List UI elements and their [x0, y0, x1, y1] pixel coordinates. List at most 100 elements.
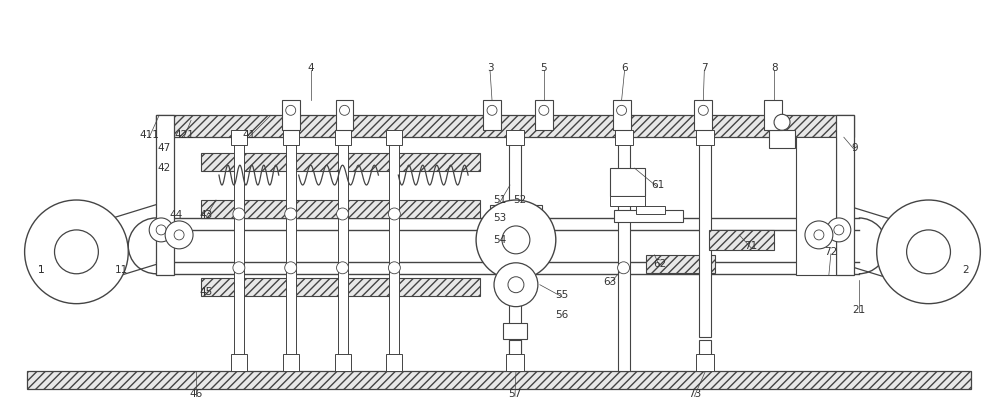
Circle shape: [286, 106, 296, 115]
Text: 44: 44: [169, 210, 183, 220]
Bar: [921, 224, 937, 280]
Bar: [615, 130, 633, 145]
Bar: [335, 130, 351, 145]
Bar: [709, 230, 774, 250]
Bar: [201, 153, 480, 171]
Circle shape: [156, 225, 166, 235]
Circle shape: [340, 106, 350, 115]
Circle shape: [508, 277, 524, 293]
Bar: [836, 115, 854, 275]
Text: 411: 411: [139, 130, 159, 140]
Bar: [490, 205, 542, 230]
Bar: [483, 100, 501, 130]
Text: 53: 53: [493, 213, 507, 223]
Circle shape: [834, 225, 844, 235]
Bar: [283, 355, 299, 371]
Text: 45: 45: [199, 287, 213, 297]
Bar: [506, 355, 524, 371]
Bar: [769, 130, 795, 148]
Text: 72: 72: [824, 247, 837, 257]
Bar: [389, 137, 399, 371]
Text: 4: 4: [307, 63, 314, 74]
Circle shape: [337, 262, 349, 274]
Text: 46: 46: [189, 389, 203, 399]
Text: 7: 7: [701, 63, 708, 74]
Circle shape: [805, 221, 833, 249]
Bar: [156, 115, 854, 137]
Circle shape: [774, 114, 790, 130]
Bar: [201, 278, 480, 296]
Bar: [283, 130, 299, 145]
Text: 55: 55: [555, 290, 568, 300]
Text: 11: 11: [115, 265, 128, 275]
Text: 42: 42: [158, 163, 171, 173]
Circle shape: [233, 262, 245, 274]
Bar: [231, 130, 247, 145]
Bar: [201, 200, 480, 218]
Text: 1: 1: [38, 265, 45, 275]
Text: 62: 62: [653, 259, 666, 269]
Bar: [27, 371, 971, 389]
Circle shape: [698, 106, 708, 115]
Bar: [386, 355, 402, 371]
Bar: [636, 206, 665, 214]
Circle shape: [487, 106, 497, 115]
Text: 1: 1: [38, 265, 45, 275]
Circle shape: [174, 230, 184, 240]
Text: 47: 47: [158, 143, 171, 153]
Bar: [338, 137, 348, 371]
Text: 43: 43: [199, 210, 213, 220]
Bar: [231, 355, 247, 371]
Text: 56: 56: [555, 310, 568, 319]
Text: 52: 52: [513, 195, 527, 205]
Circle shape: [494, 263, 538, 307]
Bar: [696, 130, 714, 145]
Circle shape: [539, 106, 549, 115]
Bar: [503, 323, 527, 339]
Bar: [646, 255, 715, 273]
Circle shape: [618, 262, 630, 274]
Text: 54: 54: [493, 235, 507, 245]
Text: 51: 51: [493, 195, 507, 205]
Bar: [68, 224, 84, 280]
Bar: [699, 339, 711, 371]
Circle shape: [476, 200, 556, 280]
Bar: [234, 137, 244, 371]
Text: 21: 21: [852, 305, 865, 315]
Circle shape: [877, 200, 980, 303]
Circle shape: [617, 106, 627, 115]
Bar: [610, 196, 645, 206]
Circle shape: [337, 208, 349, 220]
Circle shape: [165, 221, 193, 249]
Bar: [509, 137, 521, 237]
Circle shape: [388, 208, 400, 220]
Circle shape: [233, 208, 245, 220]
Bar: [282, 100, 300, 130]
Text: 421: 421: [174, 130, 194, 140]
Text: 73: 73: [688, 389, 701, 399]
Circle shape: [285, 208, 297, 220]
Circle shape: [827, 218, 851, 242]
Bar: [535, 100, 553, 130]
Text: 9: 9: [851, 143, 858, 153]
Text: 6: 6: [621, 63, 628, 74]
Bar: [699, 137, 711, 337]
Text: 8: 8: [771, 63, 777, 74]
Bar: [286, 137, 296, 371]
Text: 2: 2: [962, 265, 969, 275]
Bar: [614, 210, 683, 222]
Circle shape: [149, 218, 173, 242]
Bar: [610, 168, 645, 196]
Bar: [694, 100, 712, 130]
Circle shape: [55, 230, 98, 274]
Text: 5: 5: [541, 63, 547, 74]
Text: 71: 71: [745, 241, 758, 251]
Circle shape: [388, 262, 400, 274]
Bar: [618, 137, 630, 371]
Text: 41: 41: [242, 130, 255, 140]
Text: 61: 61: [651, 180, 664, 190]
Circle shape: [285, 262, 297, 274]
Bar: [796, 137, 836, 275]
Bar: [335, 355, 351, 371]
Bar: [386, 130, 402, 145]
